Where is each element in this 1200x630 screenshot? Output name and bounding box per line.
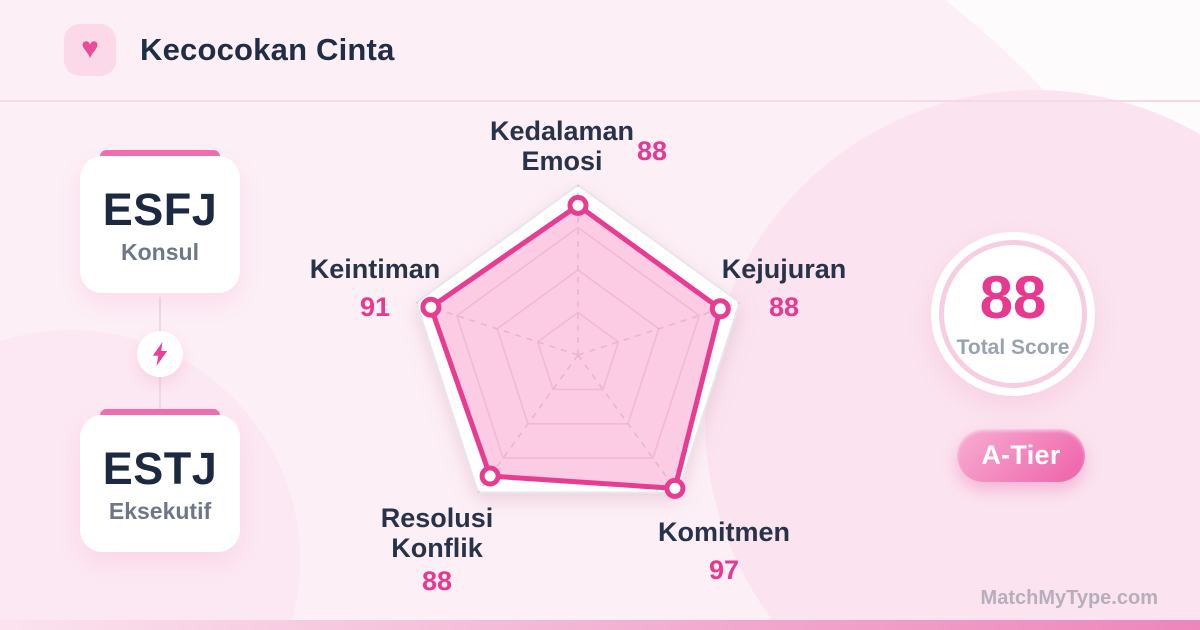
bottom-accent-bar <box>0 620 1200 630</box>
total-score-ring <box>939 240 1087 388</box>
heart-icon-box: ♥ <box>64 24 116 76</box>
person1-nickname: Konsul <box>121 238 199 265</box>
person2-nickname: Eksekutif <box>108 497 212 524</box>
axis-value-kejujuran: 88 <box>768 292 800 322</box>
person2-card: ESTJ Eksekutif <box>80 409 240 552</box>
radar-data-point <box>709 298 731 320</box>
total-score-circle: 88 Total Score <box>931 232 1095 396</box>
heart-icon: ♥ <box>81 32 99 65</box>
header: ♥ Kecocokan Cinta <box>0 0 1200 102</box>
axis-value-keintiman: 91 <box>359 292 391 322</box>
watermark: MatchMyType.com <box>980 587 1158 609</box>
axis-value-resolusi-konflik: 88 <box>421 566 453 596</box>
radar-data-point <box>567 194 589 216</box>
person2-type: ESTJ <box>102 442 218 494</box>
radar-chart <box>415 183 741 499</box>
axis-label-komitmen: Komitmen <box>657 517 790 547</box>
axis-value-kedalaman-emosi: 88 <box>636 136 668 166</box>
person1-card: ESFJ Konsul <box>80 150 240 293</box>
axis-label-kedalaman-emosi: Kedalaman Emosi <box>489 116 635 177</box>
axis-value-komitmen: 97 <box>708 555 740 585</box>
page-title: Kecocokan Cinta <box>140 32 395 67</box>
lightning-bolt-icon <box>152 342 168 366</box>
axis-label-resolusi-konflik: Resolusi Konflik <box>380 503 494 564</box>
axis-label-kejujuran: Kejujuran <box>721 254 847 284</box>
axis-label-keintiman: Keintiman <box>309 254 441 284</box>
person1-type: ESFJ <box>102 183 218 235</box>
pair-connector-circle <box>137 331 183 377</box>
tier-badge: A-Tier <box>957 429 1085 482</box>
radar-data-point <box>664 477 686 499</box>
radar-data-polygon <box>428 202 723 491</box>
radar-data-point <box>420 296 442 318</box>
radar-data-point <box>479 465 501 487</box>
